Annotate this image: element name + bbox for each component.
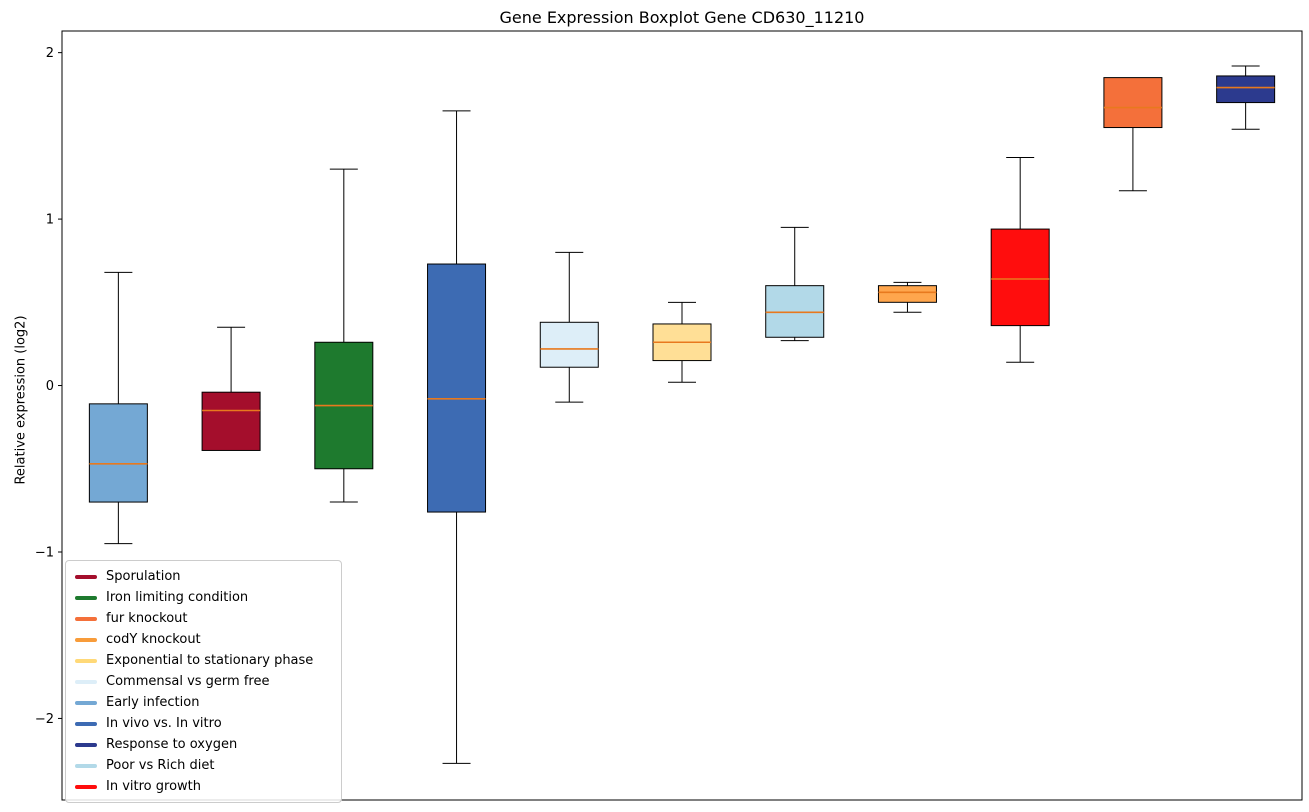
box-group <box>201 326 261 451</box>
box <box>1216 75 1276 104</box>
box <box>201 391 261 451</box>
legend-item: Iron limiting condition <box>75 587 332 608</box>
legend-swatch <box>75 574 97 579</box>
legend-swatch <box>75 700 97 705</box>
legend-item: fur knockout <box>75 608 332 629</box>
legend-label: In vivo vs. In vitro <box>106 716 222 731</box>
legend-label: fur knockout <box>106 611 188 626</box>
legend-swatch <box>75 637 97 642</box>
legend-item: Commensal vs germ free <box>75 671 332 692</box>
legend-swatch <box>75 658 97 663</box>
legend: Sporulation Iron limiting condition fur kn… <box>65 560 342 803</box>
legend-label: Response to oxygen <box>106 737 238 752</box>
legend-label: Iron limiting condition <box>106 590 249 605</box>
legend-label: codY knockout <box>106 632 201 647</box>
box-group <box>1103 77 1163 192</box>
box-group <box>877 281 937 313</box>
box-group <box>427 110 487 764</box>
legend-label: Early infection <box>106 695 200 710</box>
legend-item: Exponential to stationary phase <box>75 650 332 671</box>
plot-border <box>61 30 1303 801</box>
chart-title: Gene Expression Boxplot Gene CD630_11210 <box>499 8 865 27</box>
legend-label: Sporulation <box>106 569 181 584</box>
legend-label: Commensal vs germ free <box>106 674 270 689</box>
legend-swatch <box>75 616 97 621</box>
y-tick-label: 2 <box>46 46 54 61</box>
legend-item: codY knockout <box>75 629 332 650</box>
legend-label: In vitro growth <box>106 779 201 794</box>
legend-swatch <box>75 595 97 600</box>
box-group <box>765 226 825 342</box>
box-group <box>990 157 1050 363</box>
box <box>427 263 487 513</box>
box <box>1103 77 1163 129</box>
box-group <box>1216 65 1276 130</box>
box <box>88 403 148 503</box>
legend-item: In vitro growth <box>75 776 332 797</box>
y-tick-label: 1 <box>46 213 54 228</box>
y-axis-label: Relative expression (log2) <box>13 315 29 485</box>
legend-swatch <box>75 721 97 726</box>
legend-swatch <box>75 763 97 768</box>
y-tick-label: 0 <box>46 379 54 394</box>
legend-item: Poor vs Rich diet <box>75 755 332 776</box>
legend-item: Sporulation <box>75 566 332 587</box>
box <box>765 285 825 338</box>
box-group <box>88 271 148 545</box>
box-group <box>314 168 374 503</box>
box-group <box>539 251 599 403</box>
box-group <box>652 301 712 383</box>
y-tick-label: −2 <box>35 712 54 727</box>
legend-swatch <box>75 679 97 684</box>
legend-swatch <box>75 742 97 747</box>
legend-swatch <box>75 784 97 789</box>
y-tick-label: −1 <box>35 545 54 560</box>
box <box>990 228 1050 327</box>
legend-item: In vivo vs. In vitro <box>75 713 332 734</box>
legend-item: Response to oxygen <box>75 734 332 755</box>
legend-label: Poor vs Rich diet <box>106 758 215 773</box>
box <box>877 285 937 303</box>
legend-item: Early infection <box>75 692 332 713</box>
legend-label: Exponential to stationary phase <box>106 653 314 668</box>
box <box>539 321 599 368</box>
